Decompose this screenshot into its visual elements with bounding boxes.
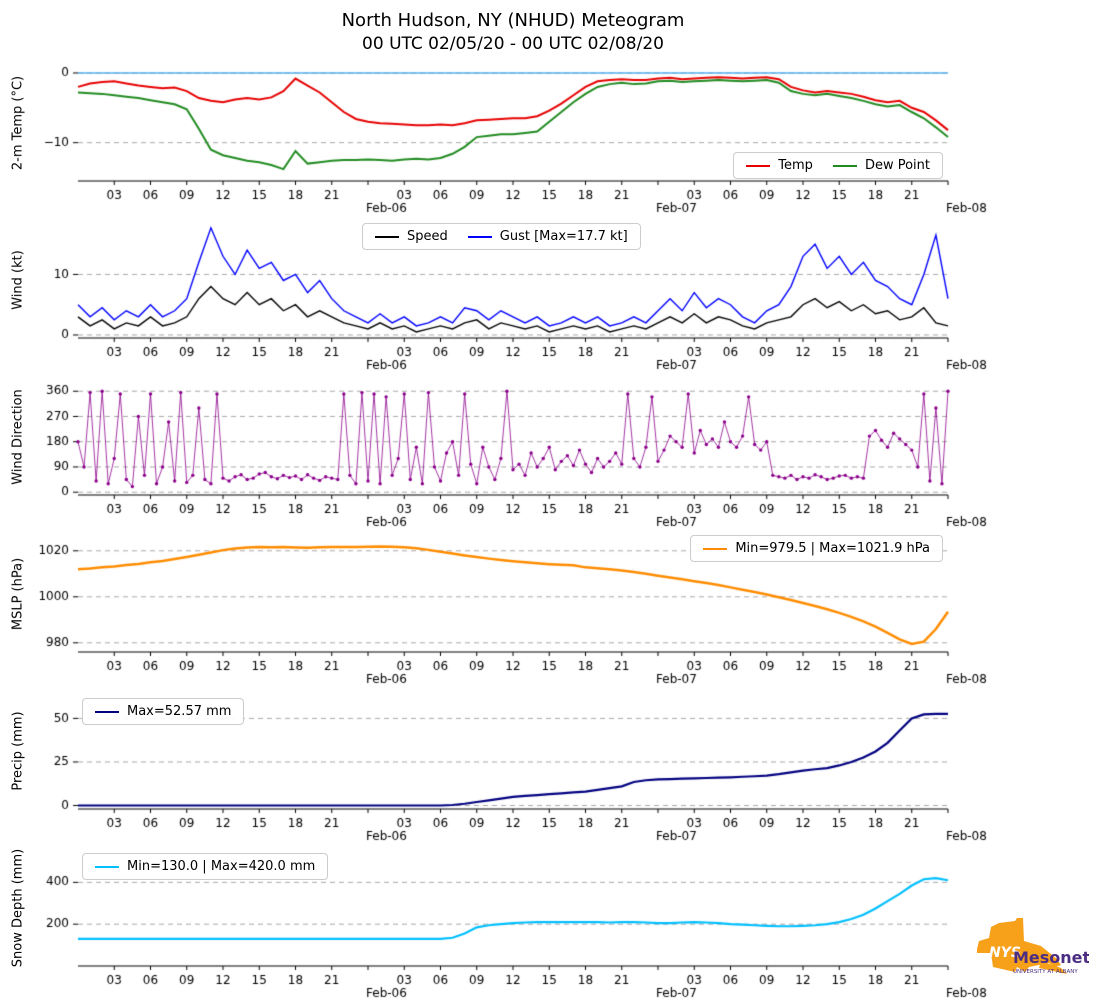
legend-label: Temp bbox=[778, 158, 813, 173]
legend-item: Dew Point bbox=[832, 158, 930, 173]
legend-line-swatch bbox=[467, 235, 492, 238]
legend-line-swatch bbox=[703, 547, 728, 550]
temp-subplot: 2-m Temp (°C) Temp Dew Point bbox=[0, 58, 1093, 215]
snow_depth-legend: Min=130.0 | Max=420.0 mm bbox=[82, 853, 329, 880]
legend-item: Temp bbox=[746, 158, 813, 173]
chart-title: North Hudson, NY (NHUD) Meteogram bbox=[341, 10, 685, 31]
ny-state-icon: NYS Mesonet UNIVERSITY AT ALBANY bbox=[977, 918, 1091, 975]
logo-caption-text: UNIVERSITY AT ALBANY bbox=[1013, 969, 1078, 975]
legend-line-swatch bbox=[95, 865, 119, 868]
mslp-y-axis-label: MSLP (hPa) bbox=[10, 557, 26, 631]
temp-y-axis-label: 2-m Temp (°C) bbox=[10, 75, 26, 171]
wind-direction-subplot: Wind Direction bbox=[0, 372, 1093, 529]
legend-line-swatch bbox=[832, 164, 857, 167]
legend-label: Gust [Max=17.7 kt] bbox=[499, 229, 628, 244]
precip-legend: Max=52.57 mm bbox=[82, 698, 245, 725]
legend-item: Min=979.5 | Max=1021.9 hPa bbox=[703, 541, 930, 556]
legend-item: Gust [Max=17.7 kt] bbox=[467, 229, 628, 244]
mslp-subplot: MSLP (hPa) Min=979.5 | Max=1021.9 hPa bbox=[0, 529, 1093, 686]
wind-direction-chart-canvas bbox=[0, 372, 1093, 529]
wind-legend: Speed Gust [Max=17.7 kt] bbox=[362, 223, 641, 250]
chart-subtitle: 00 UTC 02/05/20 - 00 UTC 02/08/20 bbox=[362, 34, 664, 54]
legend-line-swatch bbox=[95, 710, 119, 713]
precip-y-axis-label: Precip (mm) bbox=[10, 711, 26, 791]
legend-label: Min=979.5 | Max=1021.9 hPa bbox=[735, 541, 930, 556]
legend-label: Dew Point bbox=[864, 158, 930, 173]
logo-nys-text: NYS bbox=[989, 945, 1021, 961]
temp-legend: Temp Dew Point bbox=[733, 152, 943, 179]
wind-subplot: Wind (kt) Speed Gust [Max=17.7 kt] bbox=[0, 215, 1093, 372]
mslp-legend: Min=979.5 | Max=1021.9 hPa bbox=[690, 535, 943, 562]
chart-title-block: North Hudson, NY (NHUD) Meteogram 00 UTC… bbox=[0, 0, 1026, 58]
wind-direction-y-axis-label: Wind Direction bbox=[10, 389, 26, 485]
legend-label: Min=130.0 | Max=420.0 mm bbox=[127, 859, 316, 874]
legend-item: Speed bbox=[375, 229, 448, 244]
snow-depth-y-axis-label: Snow Depth (mm) bbox=[10, 848, 26, 968]
nys-mesonet-logo: NYS Mesonet UNIVERSITY AT ALBANY bbox=[969, 915, 1091, 993]
legend-line-swatch bbox=[746, 164, 771, 167]
legend-line-swatch bbox=[375, 235, 399, 238]
logo-mesonet-text: Mesonet bbox=[1013, 948, 1089, 967]
snow-depth-subplot: Snow Depth (mm) Min=130.0 | Max=420.0 mm bbox=[0, 843, 1093, 1000]
temp-chart-canvas bbox=[0, 58, 1093, 215]
legend-label: Speed bbox=[407, 229, 448, 244]
legend-item: Min=130.0 | Max=420.0 mm bbox=[95, 859, 315, 874]
legend-item: Max=52.57 mm bbox=[95, 704, 231, 719]
wind-y-axis-label: Wind (kt) bbox=[10, 250, 26, 310]
precip-subplot: Precip (mm) Max=52.57 mm bbox=[0, 686, 1093, 843]
legend-label: Max=52.57 mm bbox=[127, 704, 232, 719]
